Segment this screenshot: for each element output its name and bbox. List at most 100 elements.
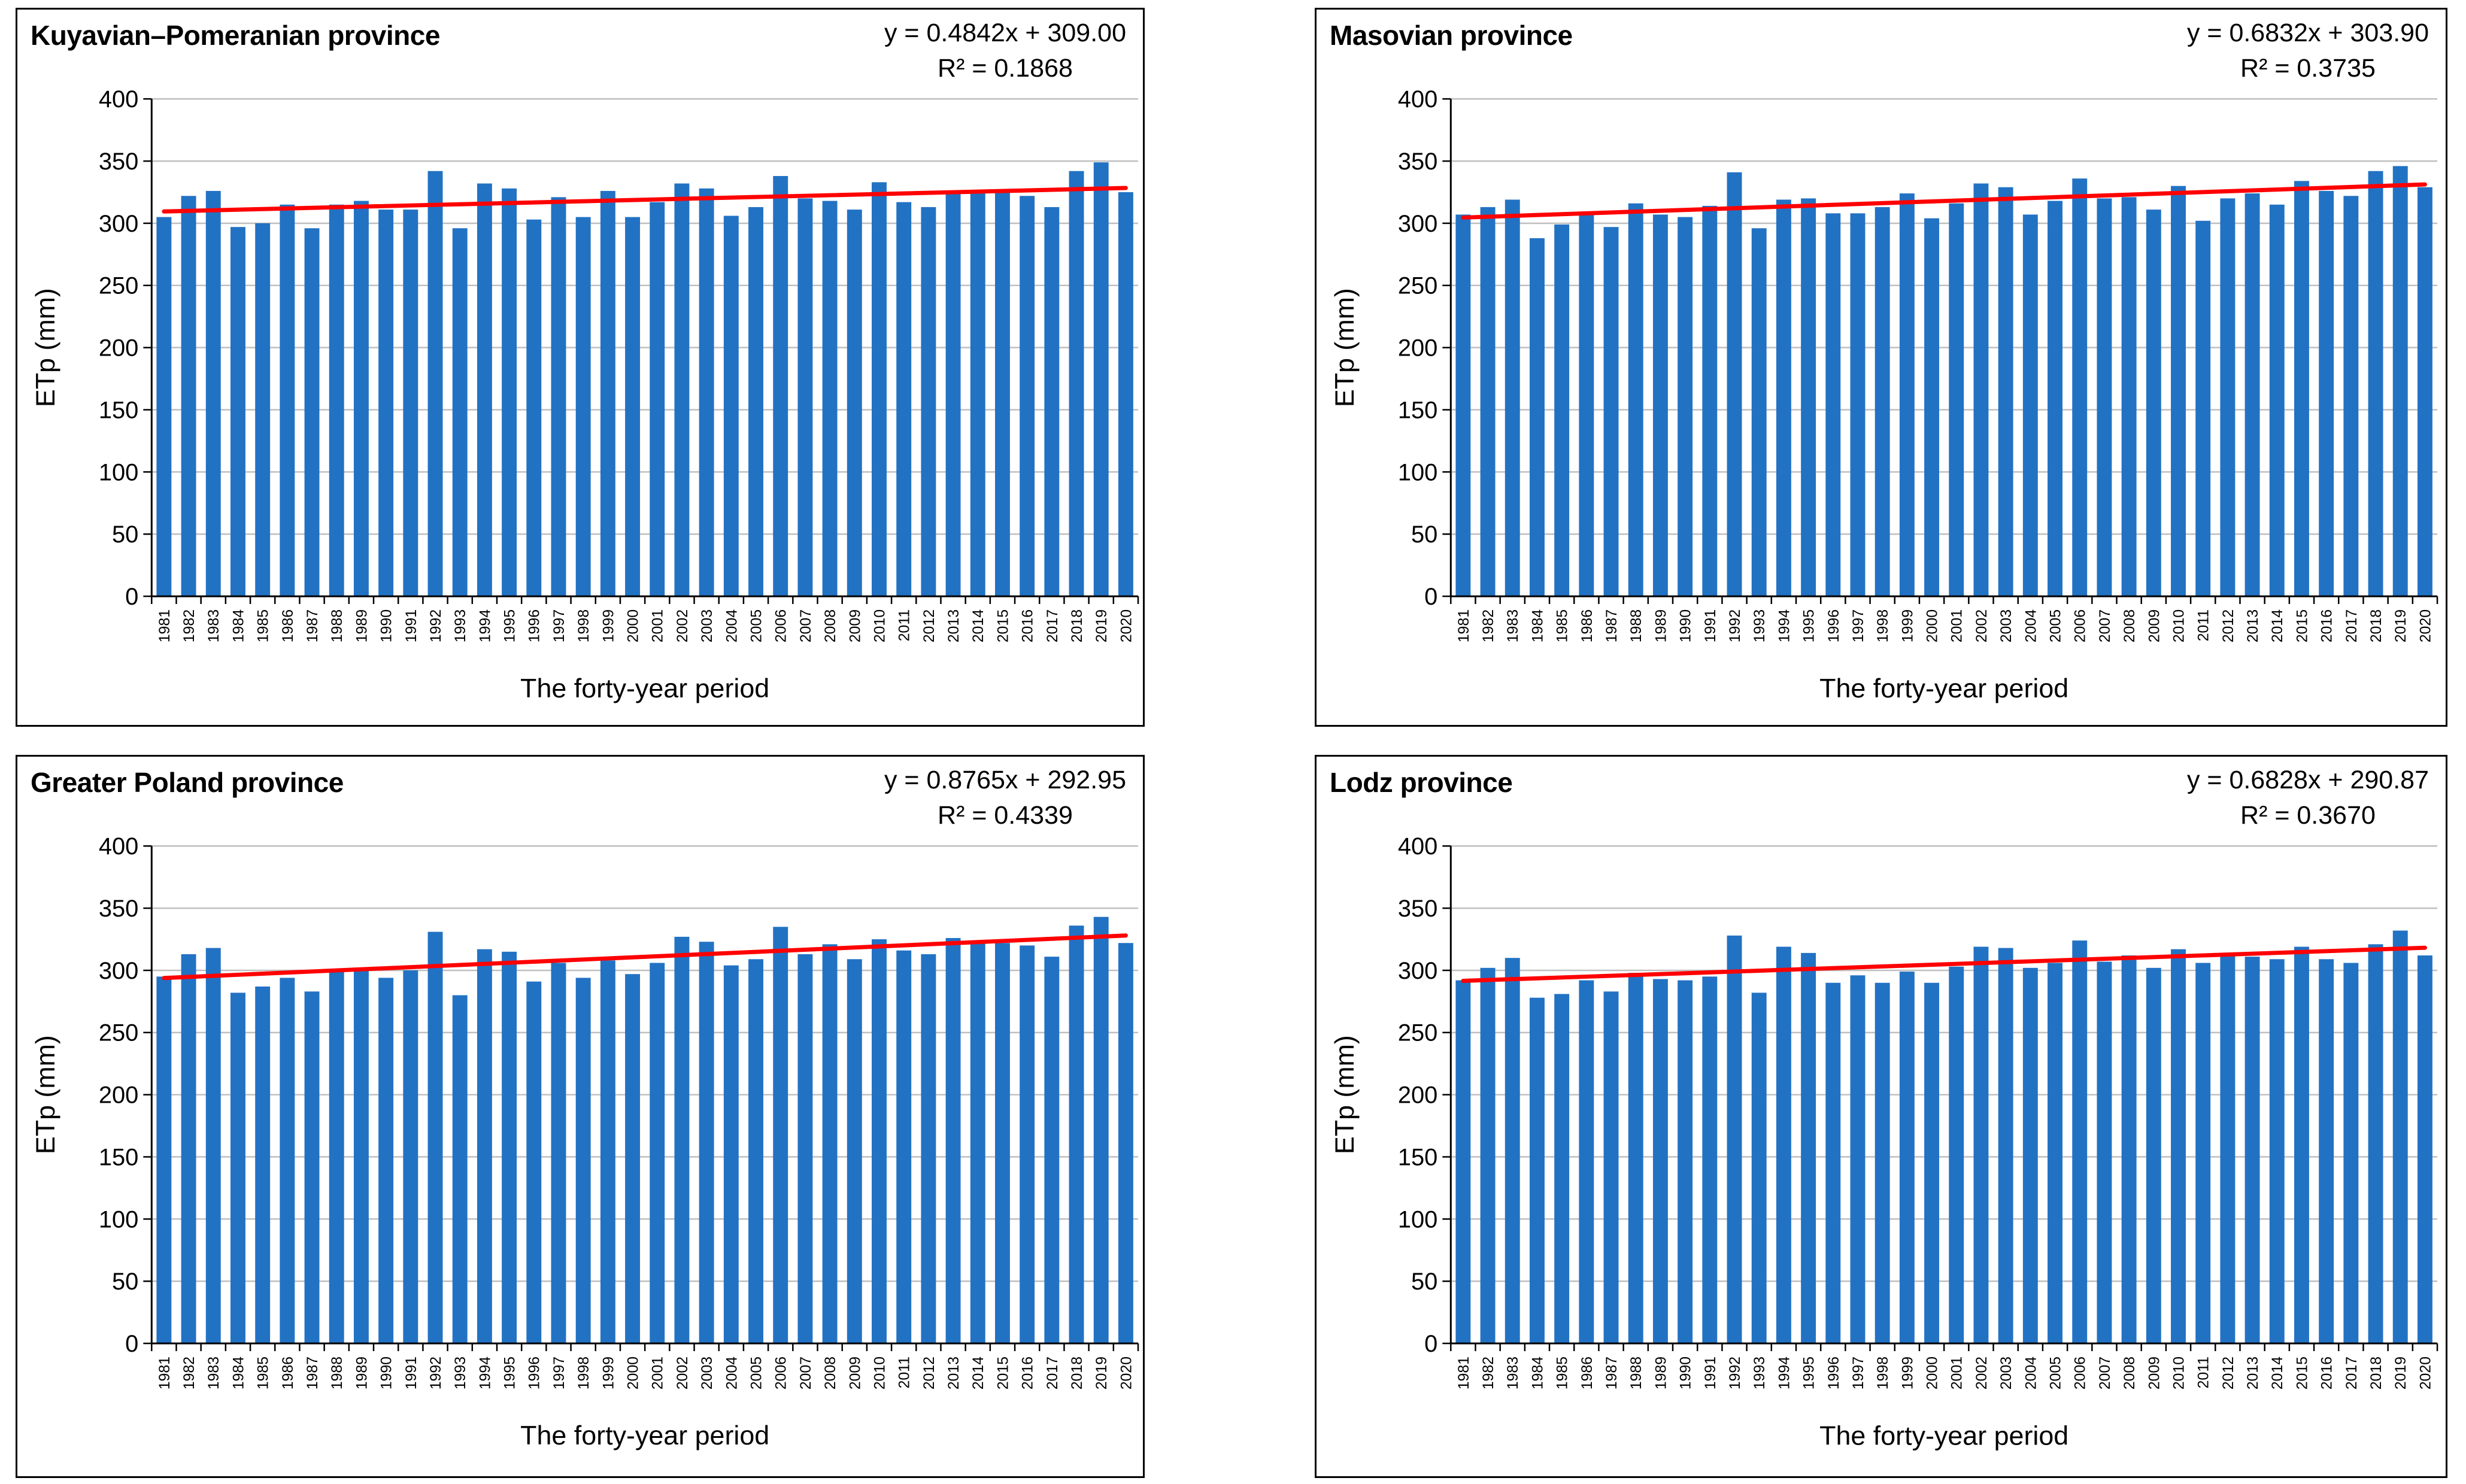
x-category-label: 2012	[2220, 1356, 2237, 1389]
trend-equation: y = 0.4842x + 309.00	[884, 19, 1126, 47]
y-tick-label: 100	[99, 1206, 139, 1233]
x-category-label: 1999	[600, 1356, 617, 1389]
x-axis-title: The forty-year period	[520, 1421, 769, 1450]
bar-2010	[872, 939, 887, 1344]
bar-2019	[1093, 917, 1109, 1344]
bar-2017	[2343, 963, 2359, 1344]
x-category-label: 1981	[1455, 609, 1472, 642]
bar-2012	[2220, 198, 2236, 597]
x-category-label: 2002	[674, 609, 691, 642]
x-category-label: 1982	[1480, 1356, 1497, 1389]
chart-panel-greater-poland: Greater Poland province y = 0.8765x + 29…	[16, 755, 1145, 1478]
x-category-label: 1992	[1727, 609, 1743, 642]
bar-2020	[2417, 187, 2432, 597]
bar-1999	[1899, 193, 1915, 597]
x-category-label: 2015	[2294, 609, 2310, 642]
x-category-label: 2013	[945, 1356, 962, 1389]
bar-2011	[896, 950, 912, 1344]
bar-1993	[452, 228, 468, 597]
bar-2008	[822, 944, 838, 1344]
x-category-label: 1985	[255, 609, 272, 642]
x-category-label: 2009	[2146, 609, 2162, 642]
x-category-label: 1991	[1702, 609, 1719, 642]
x-category-label: 2019	[2392, 1356, 2409, 1389]
x-category-label: 1997	[1850, 1356, 1867, 1389]
r-squared-value: R² = 0.4339	[938, 801, 1073, 830]
x-category-label: 2017	[1044, 1356, 1061, 1389]
x-category-label: 2006	[2072, 609, 2089, 642]
x-category-label: 1986	[280, 609, 296, 642]
y-tick-label: 300	[1398, 958, 1438, 984]
x-category-label: 1995	[1801, 1356, 1818, 1389]
x-category-label: 1988	[1628, 609, 1645, 642]
x-category-label: 1983	[205, 1356, 222, 1389]
bar-2016	[1020, 945, 1035, 1344]
trend-equation: y = 0.6832x + 303.90	[2186, 19, 2429, 47]
x-category-label: 1984	[1529, 609, 1546, 642]
bar-2000	[625, 974, 641, 1344]
bar-1983	[205, 948, 221, 1344]
bar-2016	[2319, 959, 2334, 1344]
bar-1990	[1678, 217, 1693, 597]
bar-1986	[1579, 212, 1594, 597]
y-tick-label: 0	[125, 1331, 138, 1357]
bar-2018	[2368, 944, 2383, 1344]
bar-1994	[1776, 946, 1791, 1344]
bar-2001	[1949, 966, 1964, 1344]
bar-2002	[1973, 946, 1989, 1344]
x-category-label: 2015	[994, 1356, 1011, 1389]
x-category-label: 1992	[427, 609, 444, 642]
x-category-label: 2002	[1973, 609, 1990, 642]
x-category-label: 2001	[650, 1356, 666, 1389]
bar-1983	[1505, 958, 1520, 1344]
x-category-label: 2012	[921, 609, 938, 642]
x-category-label: 1994	[1776, 1356, 1792, 1389]
bar-2017	[1044, 207, 1060, 597]
x-category-label: 2019	[1093, 609, 1110, 642]
bar-1989	[1652, 214, 1668, 597]
bar-1982	[181, 196, 196, 597]
y-tick-label: 150	[99, 397, 139, 423]
bar-1993	[1751, 228, 1767, 597]
bar-2007	[2097, 198, 2112, 597]
x-category-label: 2000	[625, 1356, 642, 1389]
bar-2020	[1118, 943, 1133, 1344]
bar-1988	[1628, 203, 1643, 597]
bar-1982	[181, 954, 196, 1344]
bar-2013	[2244, 957, 2260, 1344]
x-category-label: 1998	[1874, 1356, 1891, 1389]
x-category-label: 1992	[427, 1356, 444, 1389]
bar-2003	[1998, 948, 2013, 1344]
y-tick-label: 50	[112, 521, 138, 548]
bar-2006	[2072, 940, 2088, 1344]
bar-1986	[280, 978, 295, 1344]
x-category-label: 1991	[403, 609, 420, 642]
bar-2009	[847, 210, 862, 597]
bar-2015	[995, 192, 1010, 597]
x-category-label: 1985	[1554, 1356, 1571, 1389]
bar-1991	[403, 210, 418, 597]
x-category-label: 1997	[551, 609, 568, 642]
bar-2015	[2294, 946, 2309, 1344]
x-category-label: 2012	[921, 1356, 938, 1389]
x-category-label: 1988	[1628, 1356, 1645, 1389]
x-category-label: 2009	[847, 609, 863, 642]
x-category-label: 1991	[1702, 1356, 1719, 1389]
bar-2017	[2343, 196, 2359, 597]
x-category-label: 2009	[847, 1356, 863, 1389]
r-squared-value: R² = 0.3735	[2240, 54, 2376, 83]
trend-line	[1461, 945, 2427, 983]
x-category-label: 2017	[2343, 609, 2360, 642]
bar-2019	[2392, 166, 2408, 597]
bar-1985	[1554, 994, 1570, 1344]
x-category-label: 1993	[1751, 1356, 1768, 1389]
bar-1995	[502, 188, 517, 597]
x-category-label: 1987	[304, 609, 321, 642]
bar-2003	[699, 188, 714, 597]
bar-1998	[1874, 207, 1890, 597]
bar-2002	[674, 183, 690, 597]
x-category-label: 2020	[1118, 1356, 1135, 1389]
x-category-label: 2004	[723, 1356, 740, 1389]
x-category-label: 2020	[2417, 609, 2434, 642]
bar-1998	[575, 217, 591, 597]
